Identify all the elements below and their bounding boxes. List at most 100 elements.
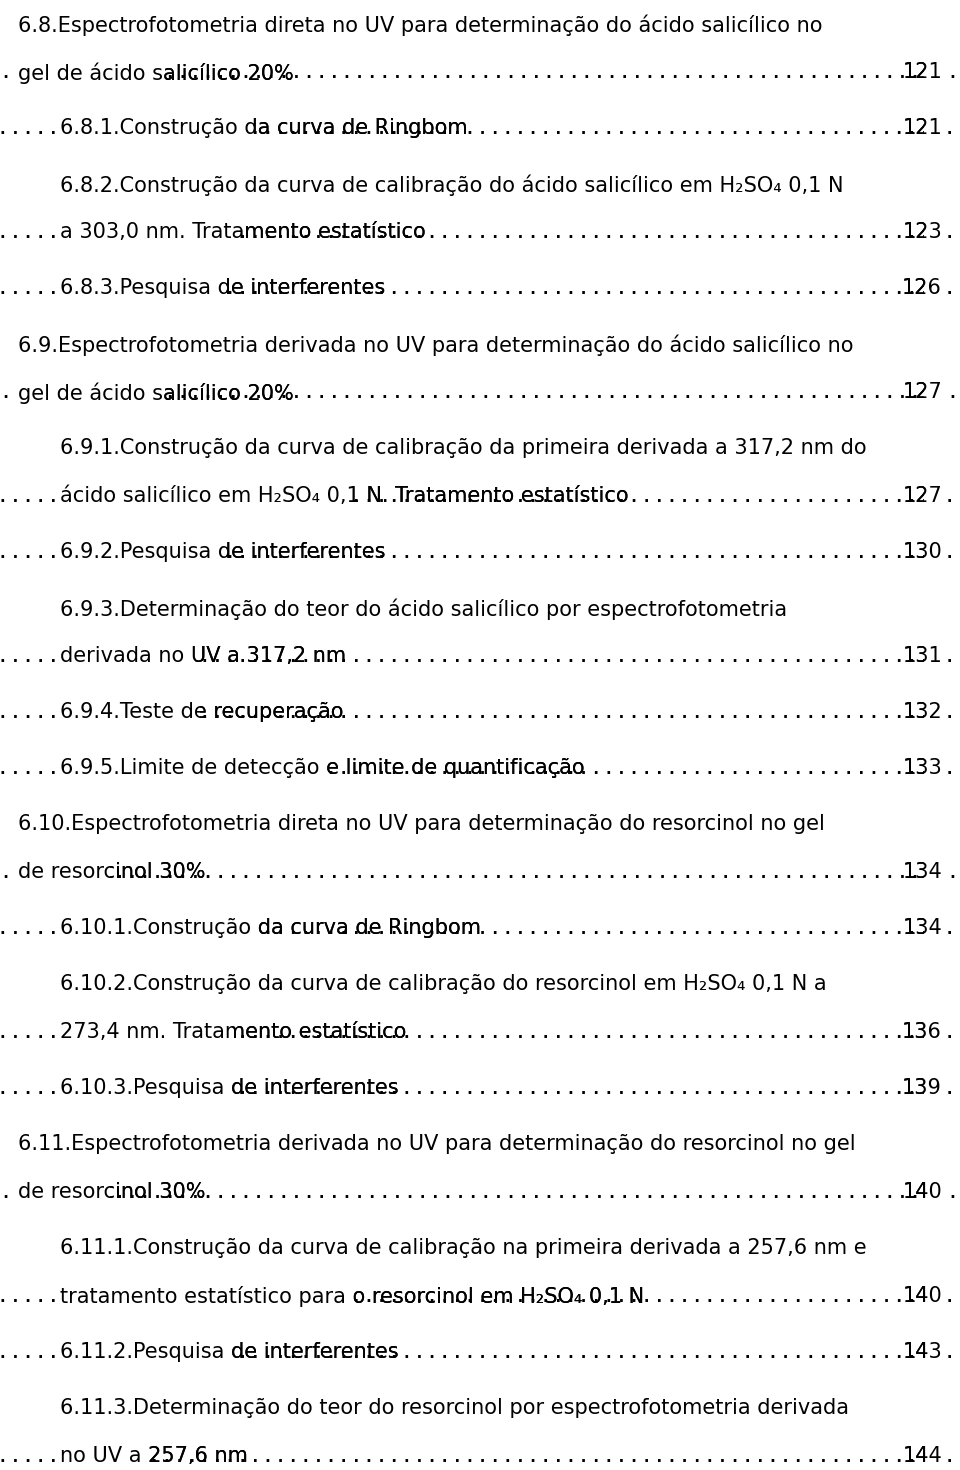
- Text: 6.8.1.Construção da curva de Ringbom: 6.8.1.Construção da curva de Ringbom: [60, 118, 468, 138]
- Text: 143: 143: [902, 1342, 942, 1363]
- Text: a 303,0 nm. Tratamento estatístico: a 303,0 nm. Tratamento estatístico: [60, 222, 425, 243]
- Text: 121: 121: [902, 118, 942, 138]
- Text: 130: 130: [902, 542, 942, 562]
- Text: ................................................................................: ........................................…: [0, 542, 960, 562]
- Bar: [58, 1020, 231, 1069]
- Bar: [924, 60, 946, 107]
- Text: 6.9.4.Teste de recuperação: 6.9.4.Teste de recuperação: [60, 703, 344, 722]
- Text: 6.9.1.Construção da curva de calibração da primeira derivada a 317,2 nm do: 6.9.1.Construção da curva de calibração …: [60, 438, 867, 459]
- Text: 6.8.1.Construção da curva de Ringbom: 6.8.1.Construção da curva de Ringbom: [60, 118, 468, 138]
- Text: ................................................................................: ........................................…: [0, 222, 960, 243]
- Bar: [924, 1076, 946, 1125]
- Text: tratamento estatístico para o resorcinol em H₂SO₄ 0,1 N: tratamento estatístico para o resorcinol…: [60, 1286, 644, 1307]
- Text: ................................................................................: ........................................…: [0, 861, 960, 882]
- Text: 6.9.Espectrofotometria derivada no UV para determinação do ácido salicílico no: 6.9.Espectrofotometria derivada no UV pa…: [18, 334, 853, 356]
- Text: ................................................................................: ........................................…: [0, 1022, 960, 1042]
- Text: de resorcinol 30%: de resorcinol 30%: [18, 1182, 205, 1202]
- Bar: [924, 1020, 946, 1069]
- Bar: [924, 756, 946, 804]
- Bar: [16, 1180, 110, 1227]
- Text: ................................................................................: ........................................…: [0, 118, 960, 138]
- Bar: [924, 276, 946, 323]
- Bar: [58, 116, 252, 165]
- Text: tratamento estatístico para o resorcinol em H₂SO₄ 0,1 N: tratamento estatístico para o resorcinol…: [60, 1286, 644, 1307]
- Text: ................................................................................: ........................................…: [0, 487, 960, 506]
- Text: 6.11.2.Pesquisa de interferentes: 6.11.2.Pesquisa de interferentes: [60, 1342, 398, 1363]
- Text: 139: 139: [902, 1078, 942, 1098]
- Text: 121: 121: [902, 62, 942, 82]
- Text: 6.10.Espectrofotometria direta no UV para determinação do resorcinol no gel: 6.10.Espectrofotometria direta no UV par…: [18, 814, 825, 833]
- Text: de resorcinol 30%: de resorcinol 30%: [18, 1182, 205, 1202]
- Bar: [924, 1444, 946, 1470]
- Text: 140: 140: [902, 1286, 942, 1305]
- Bar: [58, 644, 195, 692]
- Bar: [16, 381, 163, 428]
- Text: 127: 127: [902, 382, 942, 401]
- Text: ................................................................................: ........................................…: [0, 703, 960, 722]
- Text: 6.9.2.Pesquisa de interferentes: 6.9.2.Pesquisa de interferentes: [60, 542, 386, 562]
- Bar: [924, 1341, 946, 1388]
- Text: no UV a 257,6 nm: no UV a 257,6 nm: [60, 1446, 248, 1466]
- Bar: [16, 60, 163, 107]
- Text: ................................................................................: ........................................…: [0, 62, 960, 82]
- Text: derivada no UV a 317,2 nm: derivada no UV a 317,2 nm: [60, 645, 347, 666]
- Text: 136: 136: [902, 1022, 942, 1042]
- Text: 136: 136: [902, 1022, 942, 1042]
- Text: 126: 126: [902, 278, 942, 298]
- Text: ................................................................................: ........................................…: [0, 1286, 960, 1305]
- Bar: [16, 860, 110, 908]
- Text: 123: 123: [902, 222, 942, 243]
- Text: ................................................................................: ........................................…: [0, 759, 960, 778]
- Text: 131: 131: [902, 645, 942, 666]
- Text: 123: 123: [902, 222, 942, 243]
- Text: 6.11.2.Pesquisa de interferentes: 6.11.2.Pesquisa de interferentes: [60, 1342, 398, 1363]
- Bar: [924, 381, 946, 428]
- Text: 133: 133: [902, 759, 942, 778]
- Text: 131: 131: [902, 645, 942, 666]
- Bar: [924, 644, 946, 692]
- Text: 140: 140: [902, 1182, 942, 1202]
- Text: 130: 130: [902, 542, 942, 562]
- Text: 273,4 nm. Tratamento estatístico: 273,4 nm. Tratamento estatístico: [60, 1022, 406, 1042]
- Text: 6.9.4.Teste de recuperação: 6.9.4.Teste de recuperação: [60, 703, 344, 722]
- Bar: [58, 539, 227, 588]
- Text: ................................................................................: ........................................…: [0, 382, 960, 401]
- Text: 143: 143: [902, 1342, 942, 1363]
- Text: 6.9.2.Pesquisa de interferentes: 6.9.2.Pesquisa de interferentes: [60, 542, 386, 562]
- Bar: [58, 1444, 147, 1470]
- Text: a 303,0 nm. Tratamento estatístico: a 303,0 nm. Tratamento estatístico: [60, 222, 425, 243]
- Text: 6.10.2.Construção da curva de calibração do resorcinol em H₂SO₄ 0,1 N a: 6.10.2.Construção da curva de calibração…: [60, 975, 827, 994]
- Bar: [58, 756, 327, 804]
- Text: 132: 132: [902, 703, 942, 722]
- Text: 6.10.3.Pesquisa de interferentes: 6.10.3.Pesquisa de interferentes: [60, 1078, 398, 1098]
- Text: 134: 134: [902, 917, 942, 938]
- Text: ácido salicílico em H₂SO₄ 0,1 N. Tratamento estatístico: ácido salicílico em H₂SO₄ 0,1 N. Tratame…: [60, 487, 629, 506]
- Text: 6.9.5.Limite de detecção e limite de quantificação: 6.9.5.Limite de detecção e limite de qua…: [60, 759, 585, 778]
- Bar: [924, 1283, 946, 1332]
- Bar: [924, 484, 946, 532]
- Text: 133: 133: [902, 759, 942, 778]
- Text: gel de ácido salicílico 20%: gel de ácido salicílico 20%: [18, 382, 294, 403]
- Text: 121: 121: [902, 62, 942, 82]
- Text: ................................................................................: ........................................…: [0, 1342, 960, 1363]
- Text: 134: 134: [902, 861, 942, 882]
- Bar: [58, 1283, 353, 1332]
- Text: no UV a 257,6 nm: no UV a 257,6 nm: [60, 1446, 248, 1466]
- Text: gel de ácido salicílico 20%: gel de ácido salicílico 20%: [18, 62, 294, 84]
- Text: 6.9.3.Determinação do teor do ácido salicílico por espectrofotometria: 6.9.3.Determinação do teor do ácido sali…: [60, 598, 787, 619]
- Bar: [924, 700, 946, 748]
- Text: 134: 134: [902, 917, 942, 938]
- Text: 6.11.Espectrofotometria derivada no UV para determinação do resorcinol no gel: 6.11.Espectrofotometria derivada no UV p…: [18, 1133, 855, 1154]
- Bar: [58, 484, 353, 532]
- Text: 140: 140: [902, 1182, 942, 1202]
- Bar: [58, 700, 200, 748]
- Text: 6.8.3.Pesquisa de interferentes: 6.8.3.Pesquisa de interferentes: [60, 278, 385, 298]
- Text: 127: 127: [902, 382, 942, 401]
- Bar: [924, 1180, 946, 1227]
- Bar: [924, 539, 946, 588]
- Text: 6.8.3.Pesquisa de interferentes: 6.8.3.Pesquisa de interferentes: [60, 278, 385, 298]
- Bar: [58, 276, 227, 323]
- Text: ................................................................................: ........................................…: [0, 1446, 960, 1466]
- Text: 6.10.1.Construção da curva de Ringbom: 6.10.1.Construção da curva de Ringbom: [60, 917, 481, 938]
- Bar: [58, 1341, 231, 1388]
